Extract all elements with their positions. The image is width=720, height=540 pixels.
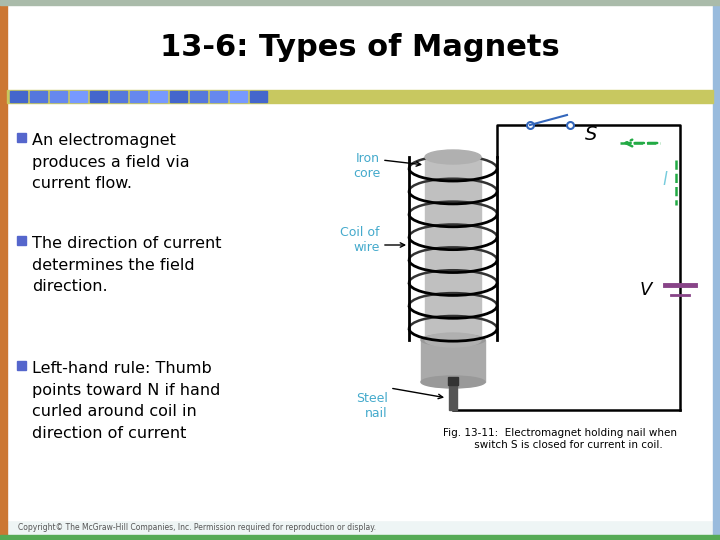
- Text: Coil of
wire: Coil of wire: [341, 226, 380, 254]
- Bar: [110, 91, 127, 102]
- Text: Copyright© The McGraw-Hill Companies, Inc. Permission required for reproduction : Copyright© The McGraw-Hill Companies, In…: [18, 523, 376, 532]
- Bar: [17, 133, 26, 142]
- Text: 13-6: Types of Magnets: 13-6: Types of Magnets: [160, 33, 560, 63]
- Bar: [130, 91, 147, 102]
- Text: Fig. 13-11:  Electromagnet holding nail when
     switch S is closed for current: Fig. 13-11: Electromagnet holding nail w…: [443, 428, 677, 450]
- Bar: [17, 236, 26, 245]
- Bar: [17, 361, 26, 370]
- Bar: [7, 5, 713, 92]
- Bar: [0, 0, 720, 5]
- Bar: [7, 103, 713, 520]
- Bar: [449, 382, 457, 410]
- Text: Iron
core: Iron core: [353, 152, 380, 180]
- Bar: [448, 377, 458, 385]
- Bar: [10, 91, 27, 102]
- Text: V: V: [639, 281, 652, 299]
- Bar: [90, 91, 107, 102]
- Text: l: l: [662, 171, 667, 189]
- Ellipse shape: [425, 150, 481, 164]
- Bar: [150, 91, 167, 102]
- Bar: [425, 157, 481, 340]
- Bar: [170, 91, 187, 102]
- Text: Steel
nail: Steel nail: [356, 392, 388, 420]
- Bar: [250, 91, 267, 102]
- Text: Left-hand rule: Thumb
points toward N if hand
curled around coil in
direction of: Left-hand rule: Thumb points toward N if…: [32, 361, 220, 441]
- Bar: [421, 340, 485, 382]
- Bar: [190, 91, 207, 102]
- Bar: [0, 535, 720, 540]
- Ellipse shape: [421, 334, 485, 346]
- Ellipse shape: [425, 333, 481, 347]
- Bar: [7, 90, 713, 103]
- Text: S: S: [585, 125, 598, 144]
- Bar: [0, 0, 7, 540]
- Bar: [30, 91, 47, 102]
- Bar: [210, 91, 227, 102]
- Bar: [230, 91, 247, 102]
- Bar: [713, 0, 720, 540]
- Text: An electromagnet
produces a field via
current flow.: An electromagnet produces a field via cu…: [32, 133, 189, 191]
- Ellipse shape: [421, 376, 485, 388]
- Text: The direction of current
determines the field
direction.: The direction of current determines the …: [32, 236, 222, 294]
- Bar: [70, 91, 87, 102]
- Bar: [50, 91, 67, 102]
